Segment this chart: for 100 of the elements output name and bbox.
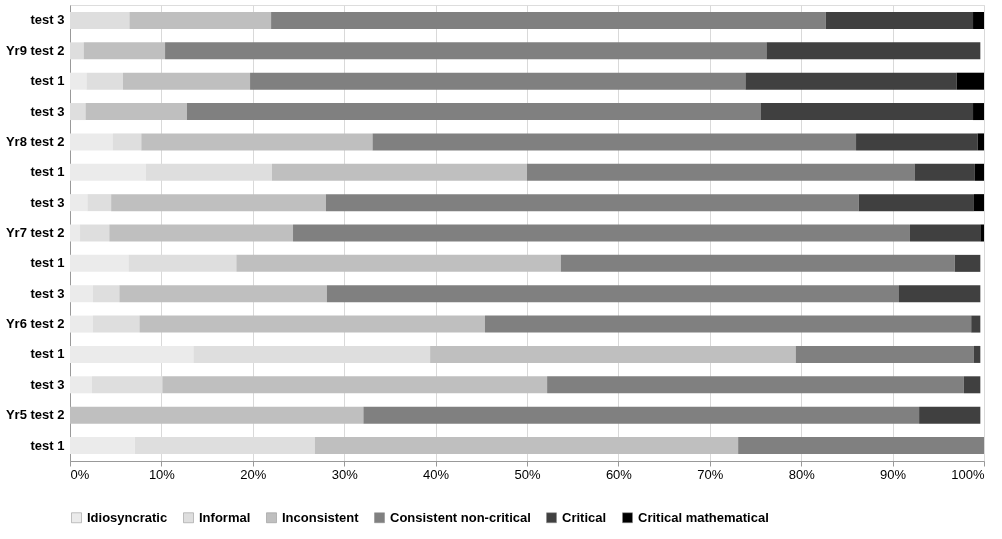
bar — [87, 194, 112, 212]
bar — [70, 285, 93, 303]
legend-label: Inconsistent — [282, 509, 360, 525]
y-tick-label: test 1 — [30, 346, 65, 362]
legend-label: Critical mathematical — [638, 509, 769, 525]
bar — [250, 72, 746, 90]
bar — [70, 406, 364, 424]
bar — [70, 72, 87, 90]
bar — [974, 163, 984, 181]
bar — [129, 11, 272, 29]
bar — [119, 285, 327, 303]
x-tick-label: 0% — [70, 466, 90, 482]
bar — [314, 437, 739, 455]
bar — [70, 133, 113, 151]
x-tick-label: 10% — [148, 466, 176, 482]
bar — [123, 72, 251, 90]
legend-label: Informal — [199, 509, 251, 525]
y-tick-label: Yr9 test 2 — [5, 42, 65, 58]
y-tick-label: test 3 — [30, 12, 65, 28]
y-tick-label: test 3 — [30, 285, 65, 301]
bar — [111, 194, 326, 212]
y-tick-label: test 1 — [30, 164, 65, 180]
bar — [977, 133, 984, 151]
bar — [109, 224, 294, 242]
bar — [914, 163, 975, 181]
y-tick-label: Yr5 test 2 — [5, 407, 65, 423]
bar — [70, 224, 81, 242]
bar — [363, 406, 920, 424]
bar — [70, 103, 86, 121]
y-tick-label: test 3 — [30, 103, 65, 119]
x-tick-label: 50% — [514, 466, 541, 482]
bar — [70, 194, 88, 212]
bar — [70, 315, 93, 333]
bar — [430, 345, 796, 363]
bar — [973, 11, 984, 29]
bar — [372, 133, 857, 151]
bar — [745, 72, 957, 90]
bar — [954, 254, 981, 272]
bar — [92, 315, 140, 333]
x-tick-label: 40% — [423, 466, 450, 482]
bar — [85, 103, 187, 121]
legend-label: Idiosyncratic — [87, 509, 168, 525]
y-tick-label: test 1 — [30, 255, 65, 271]
y-tick-label: test 1 — [30, 437, 65, 453]
bar — [484, 315, 972, 333]
bar — [271, 163, 527, 181]
bar — [766, 42, 981, 60]
bar — [70, 376, 92, 394]
legend-label: Consistent non-critical — [390, 509, 531, 525]
bar — [973, 194, 984, 212]
x-tick-label: 20% — [240, 466, 267, 482]
bar — [80, 224, 110, 242]
bar — [293, 224, 910, 242]
bar — [825, 11, 974, 29]
bar — [560, 254, 955, 272]
x-tick-label: 60% — [605, 466, 633, 482]
bar — [909, 224, 981, 242]
bar — [70, 163, 146, 181]
bar — [899, 285, 981, 303]
legend-label: Critical — [562, 509, 607, 525]
x-tick-label: 30% — [331, 466, 359, 482]
x-tick-label: 70% — [697, 466, 724, 482]
bar — [963, 376, 981, 394]
bar — [973, 103, 984, 121]
bar — [856, 133, 978, 151]
bar — [112, 133, 142, 151]
y-tick-label: Yr8 test 2 — [5, 133, 65, 149]
bar — [980, 224, 984, 242]
bar — [165, 42, 767, 60]
bar — [971, 315, 981, 333]
x-tick-label: 100% — [951, 466, 985, 482]
bar — [547, 376, 964, 394]
bar — [271, 11, 826, 29]
bar — [973, 345, 981, 363]
bar — [70, 345, 194, 363]
bar — [86, 72, 124, 90]
y-tick-label: Yr7 test 2 — [5, 225, 65, 240]
y-tick-label: test 1 — [30, 73, 65, 89]
bar — [162, 376, 548, 394]
bar — [139, 315, 485, 333]
bar — [70, 42, 84, 60]
bar — [795, 345, 974, 363]
bar — [186, 103, 761, 121]
bar — [760, 103, 974, 121]
bar — [70, 254, 129, 272]
bar — [527, 163, 915, 181]
bar — [92, 285, 120, 303]
y-tick-label: Yr6 test 2 — [5, 316, 65, 332]
bar — [141, 133, 373, 151]
bar — [70, 437, 135, 455]
bar — [325, 194, 859, 212]
bar — [83, 42, 166, 60]
y-tick-label: test 3 — [30, 194, 65, 210]
y-tick-label: test 3 — [30, 376, 65, 392]
bar — [326, 285, 899, 303]
bar — [236, 254, 561, 272]
x-tick-label: 90% — [880, 466, 907, 482]
x-tick-label: 80% — [788, 466, 816, 482]
bar — [956, 72, 984, 90]
bar — [919, 406, 981, 424]
